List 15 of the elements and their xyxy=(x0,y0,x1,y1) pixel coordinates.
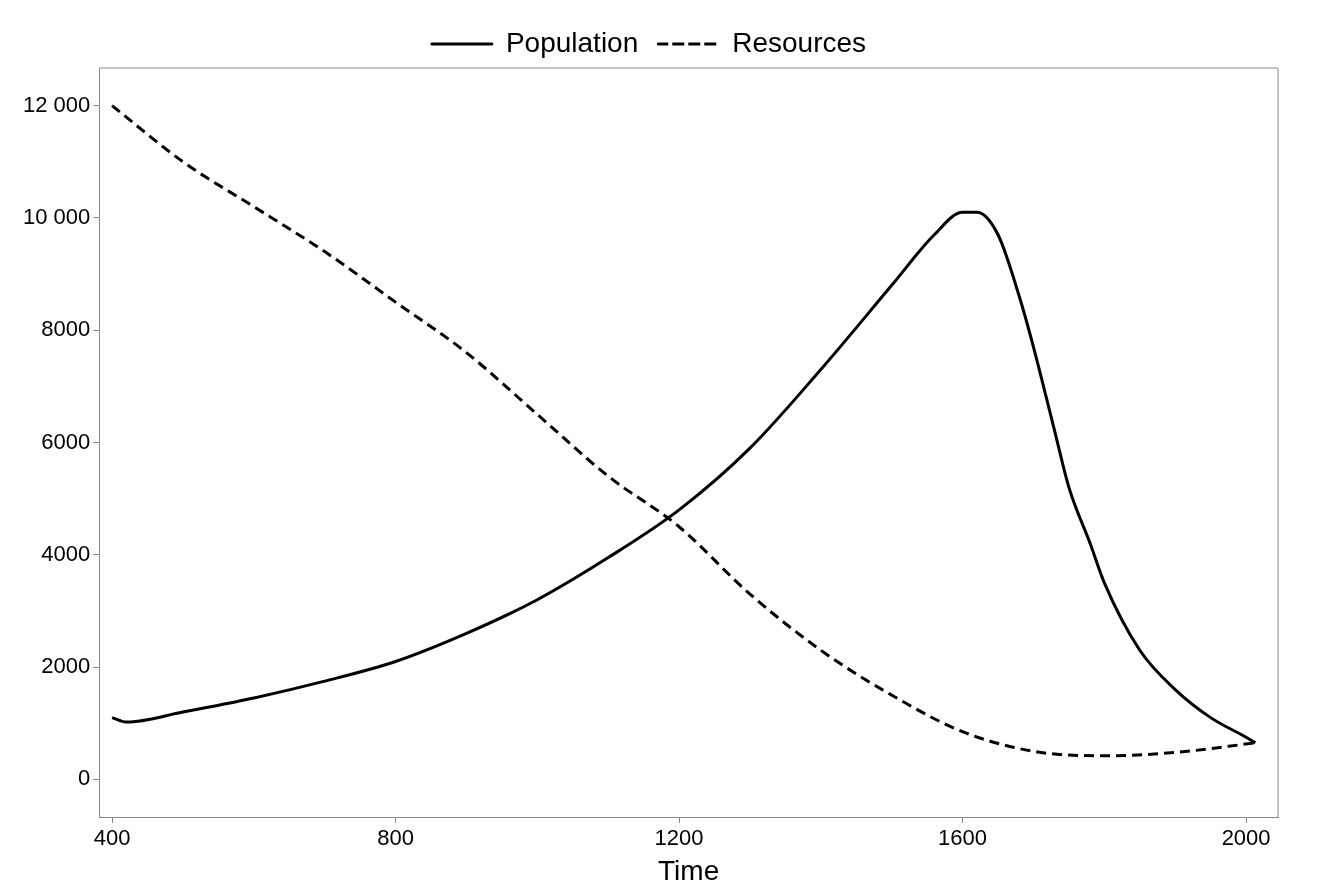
x-tick-label: 2000 xyxy=(1221,825,1271,851)
x-tick-label: 400 xyxy=(93,825,131,851)
x-axis-title: Time xyxy=(658,854,720,886)
y-tick-label: 0 xyxy=(78,765,91,791)
x-tick-label: 1600 xyxy=(938,825,988,851)
y-tick-label: 8000 xyxy=(41,316,91,342)
x-tick-label: 1200 xyxy=(654,825,704,851)
legend-label: Population xyxy=(505,26,639,58)
x-tick-label: 800 xyxy=(377,825,414,851)
y-tick-label: 4000 xyxy=(41,540,91,566)
legend-label: Resources xyxy=(732,26,867,58)
y-tick-label: 2000 xyxy=(41,653,91,679)
y-tick-label: 10 000 xyxy=(22,203,91,229)
y-tick-label: 12 000 xyxy=(22,91,91,117)
y-tick-label: 6000 xyxy=(41,428,91,454)
